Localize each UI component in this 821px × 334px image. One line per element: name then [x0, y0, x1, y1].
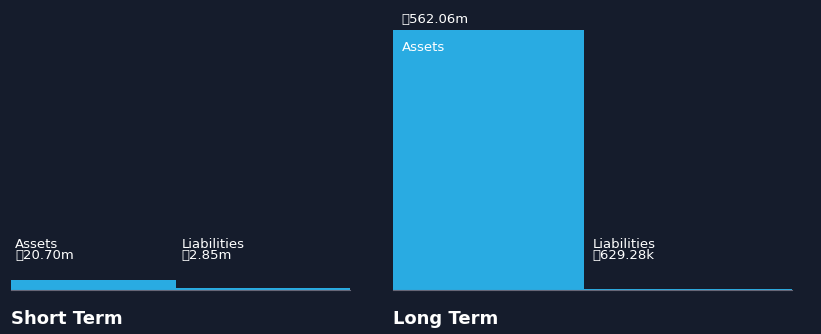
Text: ৳2.85m: ৳2.85m	[181, 249, 232, 263]
Text: Long Term: Long Term	[393, 310, 498, 328]
Text: Short Term: Short Term	[11, 310, 123, 328]
Text: ৳20.70m: ৳20.70m	[15, 249, 74, 263]
Bar	[393, 30, 584, 290]
Text: ৳562.06m: ৳562.06m	[401, 13, 469, 26]
Text: ৳629.28k: ৳629.28k	[593, 249, 654, 263]
Text: Assets: Assets	[401, 41, 445, 54]
Text: Liabilities: Liabilities	[593, 238, 656, 251]
Text: Liabilities: Liabilities	[181, 238, 245, 251]
Bar	[177, 288, 350, 290]
Text: Assets: Assets	[15, 238, 58, 251]
Bar	[11, 280, 177, 290]
